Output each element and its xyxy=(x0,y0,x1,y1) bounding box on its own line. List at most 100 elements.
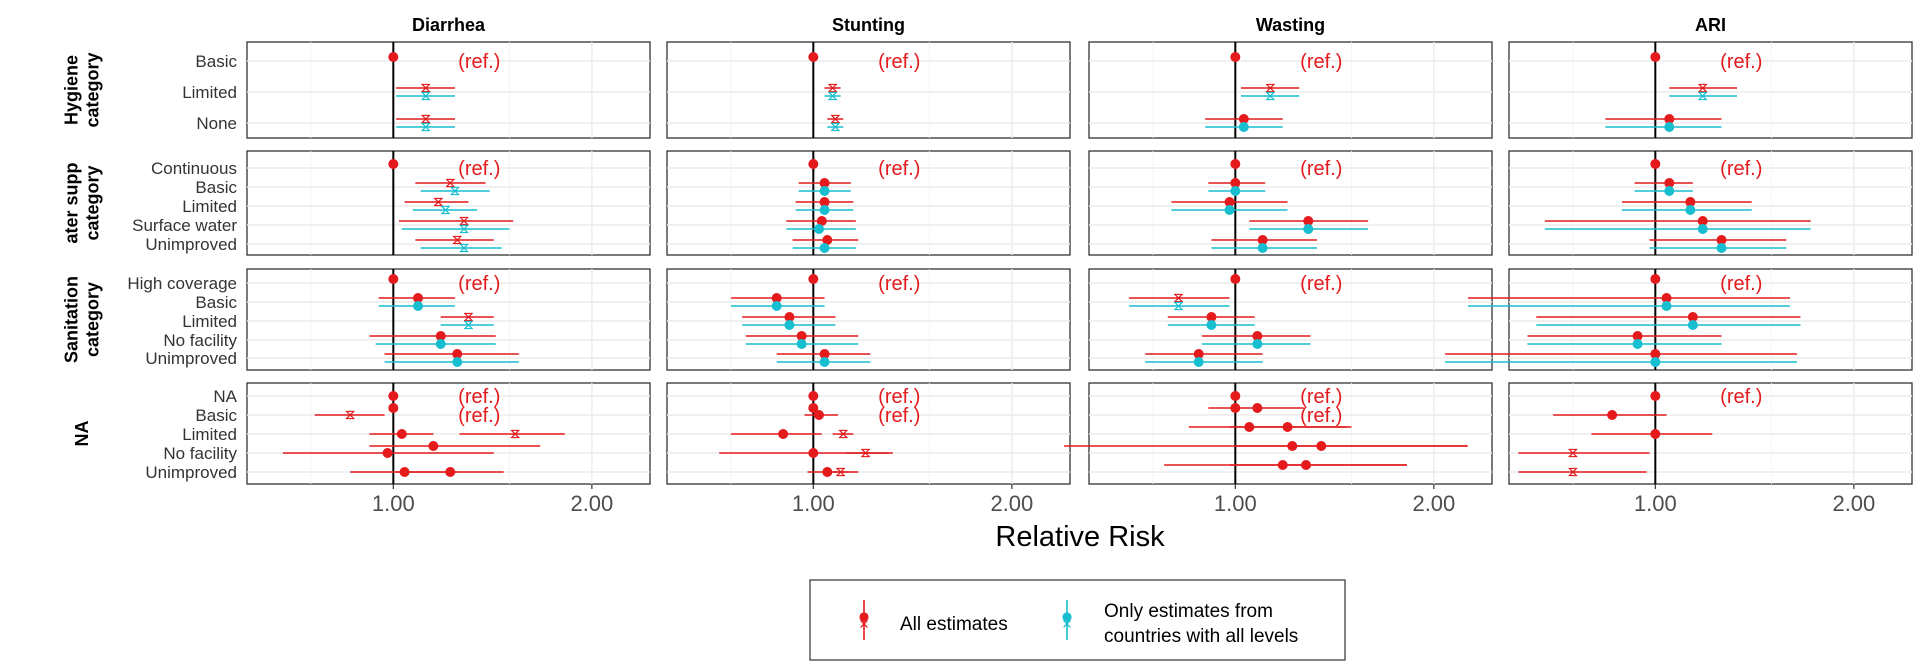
x-tick-label-1-0: 1.00 xyxy=(792,491,835,516)
estimate-complete-2-point xyxy=(441,205,450,215)
panel-background xyxy=(1508,41,1913,139)
estimate-complete-2-point xyxy=(1687,319,1698,330)
x-tick-label-3-0: 1.00 xyxy=(1634,491,1677,516)
ref-label: (ref.) xyxy=(1300,405,1342,427)
y-tick-label-0-0: Basic xyxy=(195,52,237,71)
estimate-all-1-point xyxy=(388,402,399,413)
y-tick-label-3-1: Basic xyxy=(195,406,237,425)
estimate-complete-3-point xyxy=(1303,223,1314,234)
y-tick-label-3-0: NA xyxy=(213,387,237,406)
estimate-complete-4-point xyxy=(1193,356,1204,367)
strip-title-ari: ARI xyxy=(1695,15,1726,35)
estimate-all-3-point xyxy=(1568,448,1578,458)
y-tick-label-1-1: Basic xyxy=(195,178,237,197)
ref-label: (ref.) xyxy=(458,273,500,295)
estimate-all-1-point xyxy=(1265,83,1275,93)
ref-label: (ref.) xyxy=(458,405,500,427)
y-tick-label-1-3: Surface water xyxy=(132,216,237,235)
estimate-complete-4-point xyxy=(1257,242,1268,253)
estimate-all-0-point xyxy=(808,52,819,63)
y-tick-label-0-2: None xyxy=(196,114,237,133)
panel-0-0: (ref.) xyxy=(246,41,651,139)
estimate-all-4-point xyxy=(1568,467,1578,477)
estimate-complete-2-point xyxy=(1664,122,1675,133)
y-tick-label-2-2: Limited xyxy=(182,312,237,331)
estimate-all-0-point xyxy=(1230,390,1241,401)
estimate-all-1-point xyxy=(1607,409,1618,420)
x-tick-label-0-1: 2.00 xyxy=(570,491,613,516)
estimate-complete-2-point xyxy=(819,204,830,215)
estimate-complete-1-point xyxy=(819,185,830,196)
panel-0-1: (ref.) xyxy=(246,150,651,256)
legend-key-dot xyxy=(1062,612,1072,622)
panel-2-3: (ref.)(ref.) xyxy=(1064,382,1493,485)
panel-background xyxy=(1508,268,1913,371)
estimate-complete-2-point xyxy=(464,320,473,330)
ref-label: (ref.) xyxy=(878,51,920,73)
ref-label: (ref.) xyxy=(1720,273,1762,295)
estimate-complete-2-point xyxy=(421,122,431,132)
estimate-all-6-point xyxy=(838,429,848,439)
estimate-complete-4-point xyxy=(819,242,830,253)
estimate-complete-3-point xyxy=(1697,223,1708,234)
panel-background xyxy=(246,41,651,139)
ref-label: (ref.) xyxy=(1300,273,1342,295)
estimate-complete-3-point xyxy=(1252,338,1263,349)
estimate-complete-2-point xyxy=(1206,319,1217,330)
x-tick-label-2-0: 1.00 xyxy=(1214,491,1257,516)
y-tick-label-0-1: Limited xyxy=(182,83,237,102)
panel-2-0: (ref.) xyxy=(1088,41,1493,139)
estimate-all-8-point xyxy=(1301,459,1312,470)
ref-label: (ref.) xyxy=(1300,386,1342,408)
row-label-3: NA xyxy=(72,421,92,447)
estimate-all-0-point xyxy=(1650,158,1661,169)
estimate-all-0-point xyxy=(808,390,819,401)
y-tick-label-2-4: Unimproved xyxy=(145,349,237,368)
estimate-complete-1-point xyxy=(1230,185,1241,196)
legend: All estimates Only estimates from countrie… xyxy=(809,579,1346,661)
y-tick-label-1-0: Continuous xyxy=(151,159,237,178)
panel-background xyxy=(666,150,1071,256)
estimate-complete-2-point xyxy=(1224,204,1235,215)
ref-label: (ref.) xyxy=(1300,51,1342,73)
panel-background xyxy=(1088,41,1493,139)
estimate-all-4-point xyxy=(452,235,462,245)
panel-1-2: (ref.) xyxy=(666,268,1071,371)
estimate-complete-1-point xyxy=(1174,301,1183,311)
estimate-complete-3-point xyxy=(813,223,824,234)
estimate-all-0-point xyxy=(1230,273,1241,284)
estimate-complete-1-point xyxy=(413,300,424,311)
ref-label: (ref.) xyxy=(878,405,920,427)
ref-label: (ref.) xyxy=(878,158,920,180)
estimate-all-0-point xyxy=(1230,52,1241,63)
estimate-complete-1-point xyxy=(771,300,782,311)
estimate-all-0-point xyxy=(808,158,819,169)
panel-background xyxy=(666,268,1071,371)
estimate-complete-2-point xyxy=(784,319,795,330)
legend-key-complete xyxy=(1062,600,1072,640)
panel-3-3: (ref.) xyxy=(1508,382,1913,485)
estimate-all-0-point xyxy=(388,158,399,169)
estimate-all-0-point xyxy=(1650,273,1661,284)
legend-key-x xyxy=(860,620,868,628)
estimate-complete-4-point xyxy=(819,356,830,367)
estimate-all-8-point xyxy=(836,467,846,477)
estimate-complete-1-point xyxy=(1661,300,1672,311)
estimate-all-2-point xyxy=(421,114,431,124)
ref-label: (ref.) xyxy=(458,158,500,180)
estimate-complete-2-point xyxy=(830,122,840,132)
estimate-all-3-point xyxy=(382,447,393,458)
y-tick-label-2-0: High coverage xyxy=(127,274,237,293)
estimate-all-0-point xyxy=(808,273,819,284)
estimate-all-6-point xyxy=(510,429,520,439)
estimate-complete-1-point xyxy=(1265,91,1275,101)
estimate-all-0-point xyxy=(1230,158,1241,169)
estimate-all-1-point xyxy=(808,402,819,413)
panel-3-0: (ref.) xyxy=(1508,41,1913,139)
legend-key-all xyxy=(859,600,869,640)
estimate-all-1-point xyxy=(1174,293,1183,303)
x-tick-label-1-1: 2.00 xyxy=(990,491,1033,516)
strip-title-diarrhea: Diarrhea xyxy=(412,15,486,35)
estimate-complete-1-point xyxy=(828,91,838,101)
